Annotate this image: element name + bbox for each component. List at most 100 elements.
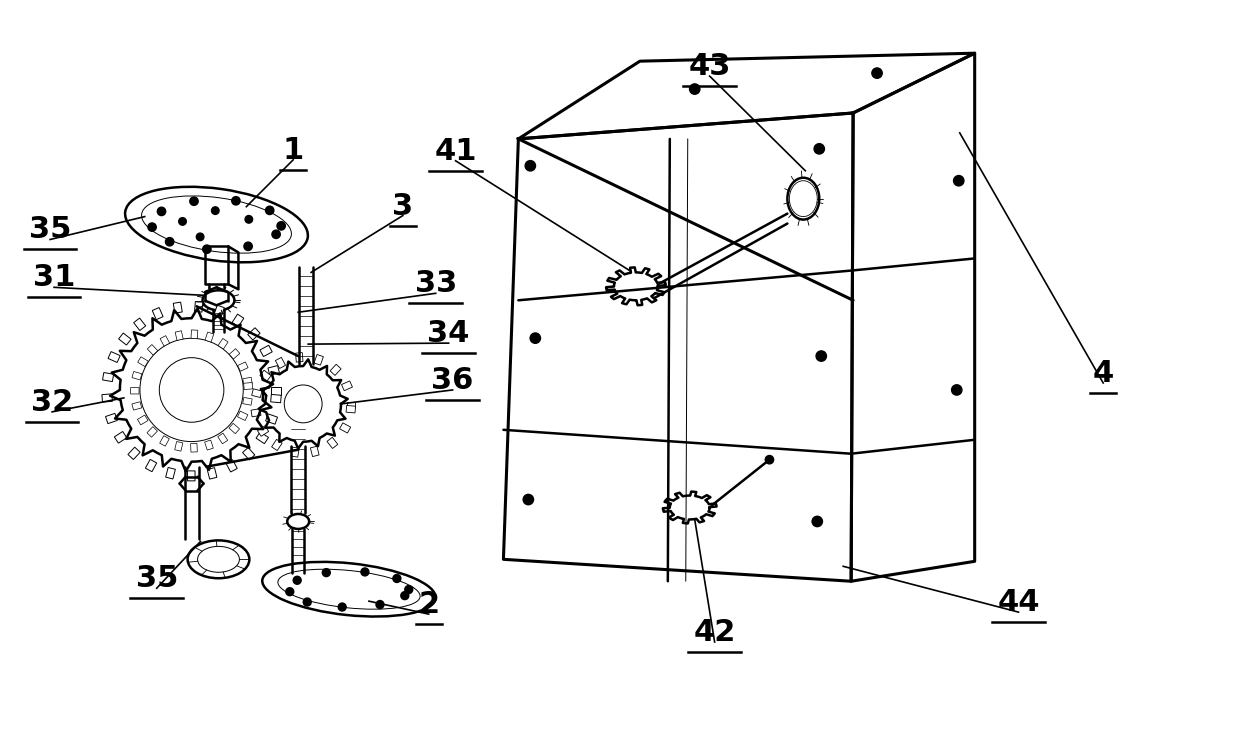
Bar <box>204 440 213 450</box>
Bar <box>238 411 248 420</box>
Bar <box>204 332 213 342</box>
Bar <box>252 409 261 417</box>
Text: 35: 35 <box>135 564 178 593</box>
Bar <box>207 468 217 479</box>
Circle shape <box>212 207 219 214</box>
Bar <box>342 381 352 391</box>
Circle shape <box>196 233 204 241</box>
Bar <box>347 402 356 408</box>
Bar <box>232 314 244 326</box>
Text: 1: 1 <box>282 136 304 165</box>
Circle shape <box>190 197 198 205</box>
Bar <box>114 432 126 443</box>
Bar <box>191 330 198 338</box>
Bar <box>160 435 170 446</box>
Bar <box>138 356 149 366</box>
Bar <box>265 414 278 424</box>
Bar <box>191 444 197 452</box>
Bar <box>271 439 282 450</box>
Bar <box>108 352 120 362</box>
Circle shape <box>265 206 274 214</box>
Circle shape <box>401 592 409 599</box>
Text: 2: 2 <box>418 590 440 619</box>
Circle shape <box>245 216 253 223</box>
Bar <box>131 402 141 410</box>
Circle shape <box>203 245 211 253</box>
Bar <box>327 437 338 448</box>
Bar <box>260 370 271 381</box>
Bar <box>130 387 139 394</box>
Bar <box>330 364 341 375</box>
Bar <box>346 405 356 413</box>
Circle shape <box>523 494 534 505</box>
Bar <box>166 468 176 479</box>
Bar <box>243 397 253 405</box>
Circle shape <box>278 222 285 230</box>
Bar <box>238 362 248 371</box>
Bar <box>152 308 164 320</box>
Circle shape <box>690 84 700 94</box>
Bar <box>243 447 255 460</box>
Circle shape <box>393 575 401 583</box>
Bar <box>296 353 304 362</box>
Bar <box>243 378 253 385</box>
Circle shape <box>952 385 961 395</box>
Bar <box>175 441 183 451</box>
Text: 41: 41 <box>435 137 477 165</box>
Bar <box>339 423 351 433</box>
Text: 4: 4 <box>1093 359 1114 388</box>
Bar <box>195 302 203 312</box>
Text: 32: 32 <box>31 388 73 417</box>
Circle shape <box>530 333 540 344</box>
Circle shape <box>525 161 535 171</box>
Bar <box>147 426 157 437</box>
Bar <box>252 389 261 398</box>
Bar <box>147 344 157 355</box>
Bar <box>258 426 269 436</box>
Circle shape <box>872 68 882 78</box>
Bar <box>225 459 237 472</box>
Text: 44: 44 <box>997 588 1040 617</box>
Circle shape <box>814 144 824 154</box>
Circle shape <box>766 456 773 464</box>
Circle shape <box>157 208 166 216</box>
Bar <box>229 423 239 434</box>
Bar <box>128 447 140 459</box>
Bar <box>291 447 299 457</box>
Bar <box>214 305 224 317</box>
Text: 35: 35 <box>28 216 72 244</box>
Bar <box>271 387 281 395</box>
Text: 43: 43 <box>689 52 731 81</box>
Bar <box>244 383 253 390</box>
Bar <box>175 331 183 341</box>
Text: 31: 31 <box>33 263 76 293</box>
Circle shape <box>954 175 964 186</box>
Circle shape <box>338 603 346 611</box>
Circle shape <box>375 601 384 608</box>
Bar <box>160 335 170 346</box>
Bar <box>311 446 320 456</box>
Bar <box>138 415 147 425</box>
Circle shape <box>361 568 369 576</box>
Bar <box>218 433 228 444</box>
Text: 3: 3 <box>393 192 414 220</box>
Text: 34: 34 <box>427 319 470 348</box>
Circle shape <box>232 196 240 205</box>
Bar <box>256 432 269 444</box>
Bar <box>260 345 273 356</box>
Circle shape <box>147 223 156 232</box>
Bar <box>268 365 280 375</box>
Bar <box>134 318 146 331</box>
Circle shape <box>322 569 331 577</box>
Circle shape <box>244 242 253 250</box>
Bar <box>229 349 240 359</box>
Circle shape <box>817 351 826 361</box>
Circle shape <box>405 586 413 593</box>
Bar <box>315 354 323 365</box>
Text: 36: 36 <box>431 366 473 395</box>
Bar <box>187 471 195 481</box>
Text: 33: 33 <box>415 269 457 299</box>
Circle shape <box>294 576 301 584</box>
Bar <box>105 414 118 423</box>
Bar <box>270 394 281 403</box>
